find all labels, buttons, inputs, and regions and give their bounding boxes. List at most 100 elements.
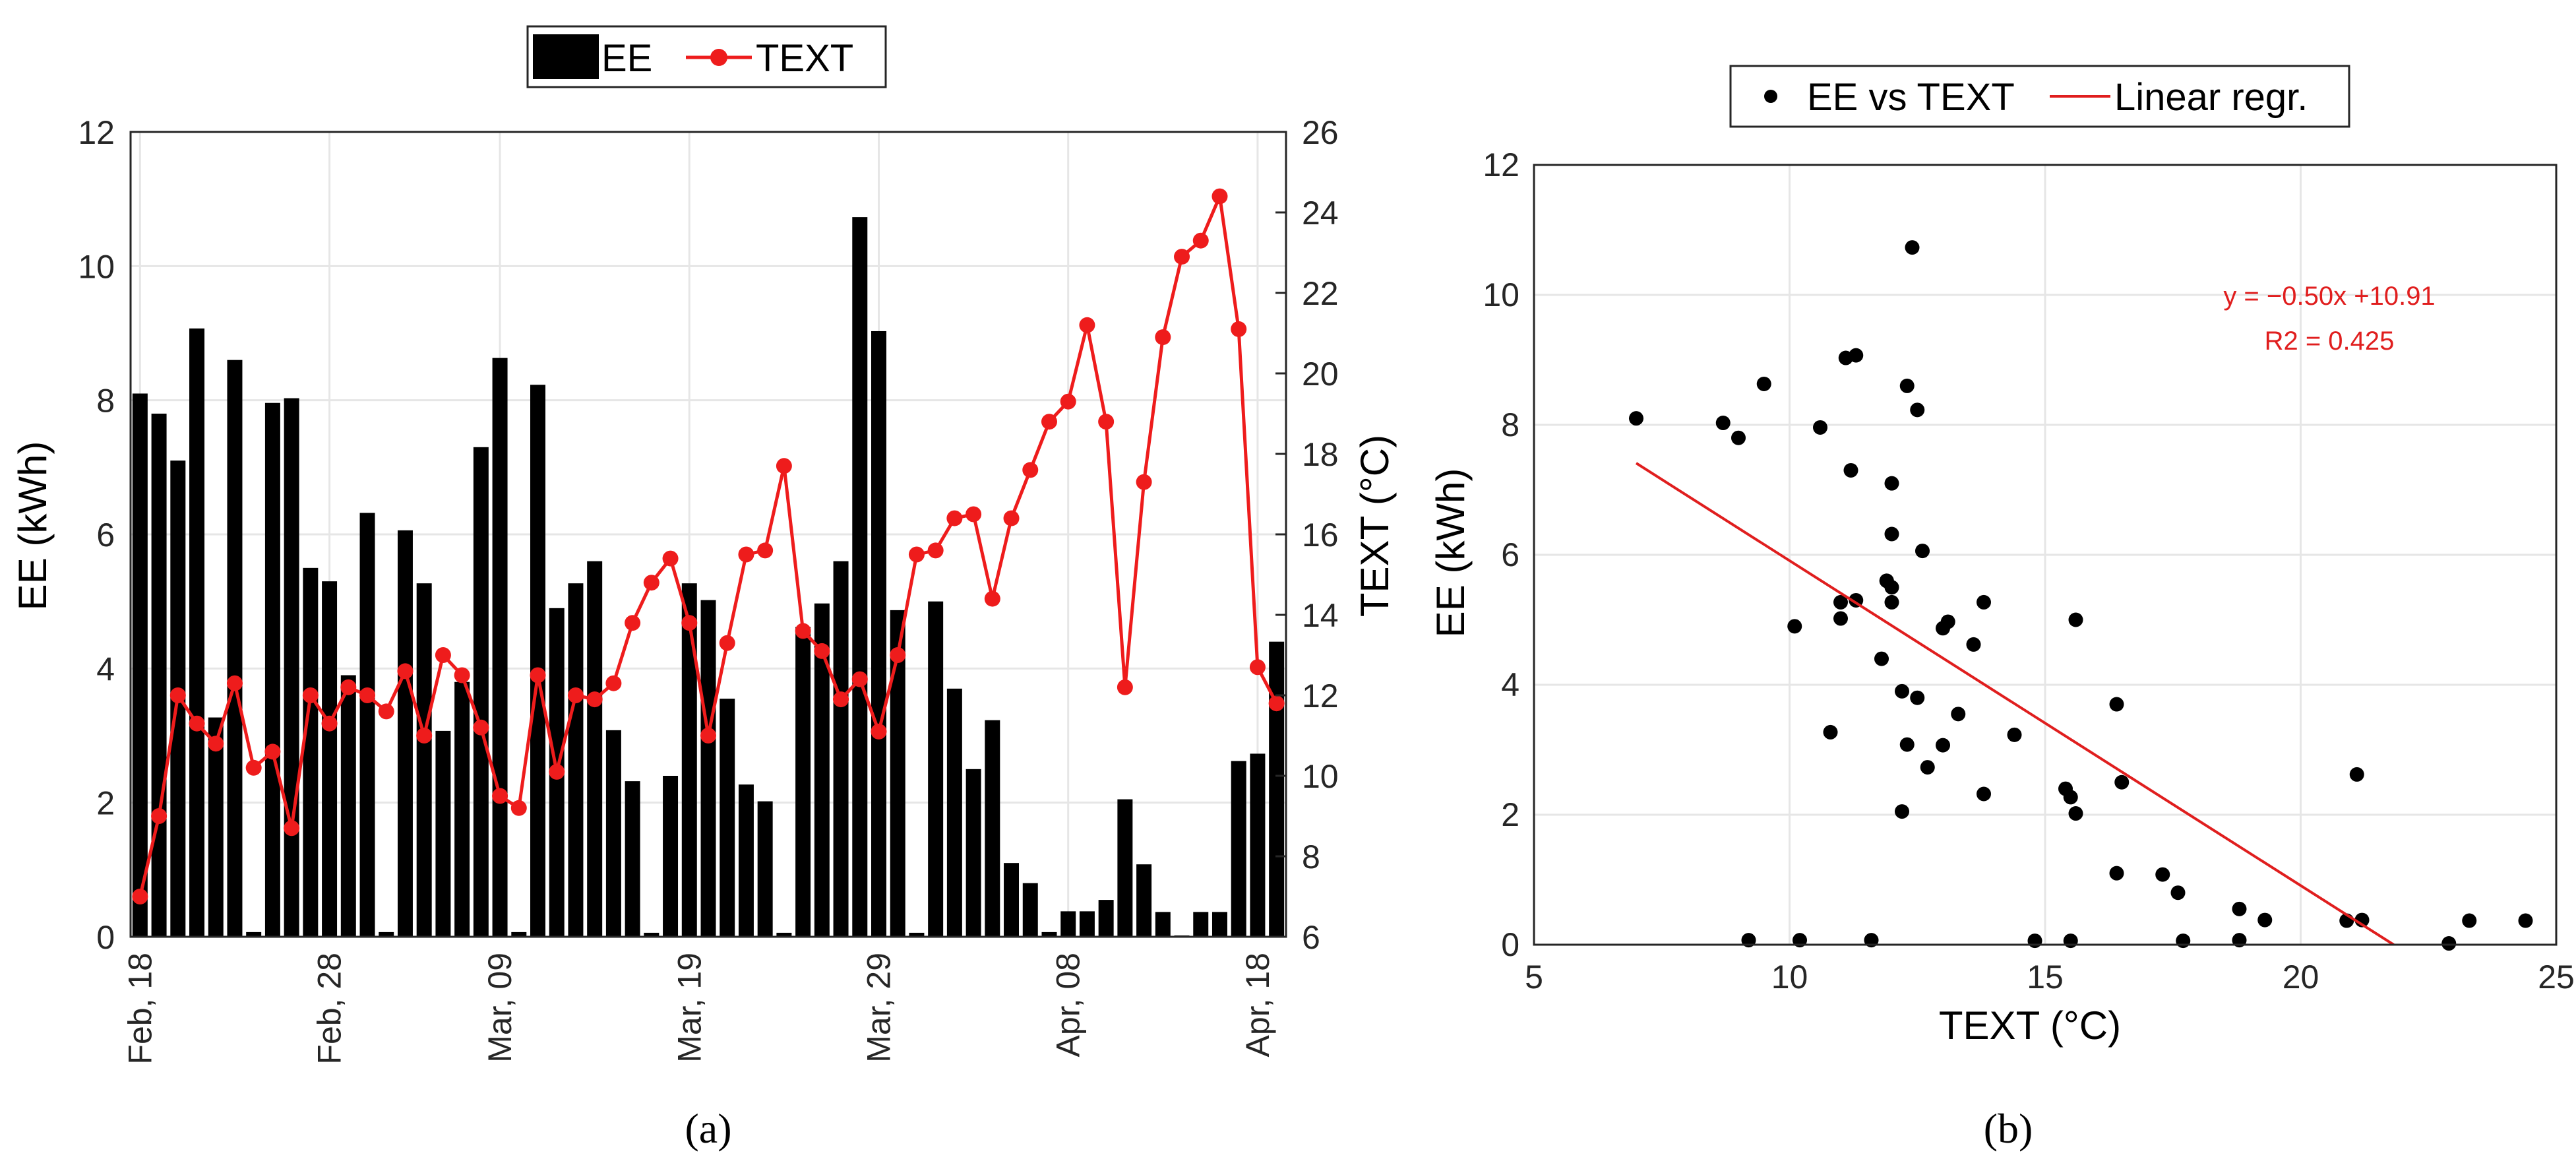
text-point <box>132 889 148 904</box>
text-point <box>719 635 735 651</box>
plot-frame-a <box>129 131 1287 938</box>
scatter-point <box>2068 806 2083 821</box>
y-tick-label: 12 <box>1483 146 1519 183</box>
regression-line <box>1635 462 2395 945</box>
text-point <box>1155 329 1171 346</box>
plot-frame-b <box>1533 164 2558 946</box>
ee-bar <box>379 932 394 937</box>
scatter-point <box>2441 936 2457 951</box>
ee-bar <box>340 675 356 937</box>
text-point <box>833 691 849 708</box>
scatter-point <box>1731 430 1746 445</box>
text-point <box>1003 510 1020 526</box>
scatter-point <box>1895 683 1909 699</box>
x-tick-label: 15 <box>2027 959 2064 995</box>
text-point <box>946 510 963 526</box>
scatter-point <box>2176 933 2191 949</box>
text-point <box>435 647 451 663</box>
scatter-point <box>1977 594 1991 610</box>
scatter-point <box>2518 913 2533 928</box>
ee-bar <box>416 583 432 937</box>
scatter-point <box>1756 376 1771 391</box>
x-tick-label: Mar, 19 <box>671 953 708 1063</box>
text-point <box>1022 462 1039 478</box>
chart-a-y2label: TEXT (°C) <box>1353 435 1397 617</box>
text-point <box>416 728 433 743</box>
chart-b-ylabel: EE (kWh) <box>1428 468 1473 638</box>
scatter-point <box>1884 526 1899 542</box>
scatter-point <box>1874 651 1889 666</box>
scatter-point <box>2349 767 2364 782</box>
ee-bar <box>985 720 1000 937</box>
text-point <box>321 715 338 732</box>
ee-bar <box>1155 912 1171 937</box>
ee-bar <box>890 610 905 937</box>
ee-bar <box>227 360 243 937</box>
text-point <box>662 550 679 567</box>
y2-tick-label: 12 <box>1302 678 1339 714</box>
panel-label-a: (a) <box>685 1105 731 1152</box>
text-point <box>795 623 811 639</box>
y2-tick-label: 16 <box>1302 517 1339 553</box>
ee-bar <box>1041 932 1057 937</box>
text-point <box>189 715 205 732</box>
y2-tick-label: 18 <box>1302 436 1339 473</box>
legend-marker-scatter <box>1764 90 1777 103</box>
ee-bar <box>264 402 280 937</box>
scatter-point <box>1936 621 1950 636</box>
text-point <box>776 458 792 474</box>
y-tick-label: 10 <box>1483 276 1519 313</box>
ee-bar <box>1079 911 1095 937</box>
text-point <box>549 763 565 780</box>
scatter-point <box>2007 727 2022 742</box>
scatter-point <box>1905 240 1920 255</box>
text-point <box>378 703 394 720</box>
ee-bar <box>1250 753 1266 937</box>
x-tick-label: Feb, 28 <box>311 953 348 1065</box>
text-point <box>625 615 641 631</box>
y-tick-label: 8 <box>1501 406 1519 443</box>
ee-bar <box>435 730 451 937</box>
scatter-point <box>2257 912 2273 928</box>
y-tick-label: 2 <box>96 785 115 822</box>
scatter-point <box>2170 885 2186 900</box>
text-point <box>757 542 774 559</box>
legend-marker-text <box>710 49 727 66</box>
chart-b-xlabel: TEXT (°C) <box>1939 1003 2121 1048</box>
text-point <box>340 679 357 695</box>
ee-bar <box>833 561 849 937</box>
y2-tick-label: 26 <box>1302 114 1339 151</box>
chart-b-grid <box>1533 164 2558 946</box>
text-point <box>492 788 508 804</box>
y-tick-label: 6 <box>96 517 115 553</box>
scatter-point <box>1884 476 1899 491</box>
ee-bar <box>322 581 338 937</box>
ee-bar <box>946 688 962 937</box>
text-point <box>586 691 603 708</box>
y-tick-label: 0 <box>96 919 115 956</box>
scatter-point <box>1910 690 1925 705</box>
ee-bar <box>587 561 603 937</box>
scatter-point <box>1833 611 1848 626</box>
scatter-point <box>1910 402 1925 418</box>
chart-b-legend: EE vs TEXT Linear regr. <box>1729 65 2350 128</box>
ee-bar <box>757 801 773 937</box>
y-tick-label: 6 <box>1501 536 1519 573</box>
ee-bar <box>1269 641 1285 937</box>
ee-bars <box>132 217 1285 937</box>
ee-bar <box>530 385 545 937</box>
ee-bar <box>359 513 375 937</box>
ee-bar <box>1211 912 1227 937</box>
ee-bar <box>397 530 413 937</box>
ee-bar <box>568 583 584 937</box>
text-point <box>302 687 319 703</box>
text-point <box>1174 249 1190 265</box>
y2-tick-label: 8 <box>1302 838 1320 875</box>
ee-bar <box>909 932 925 937</box>
text-point <box>359 687 376 703</box>
text-point <box>1268 695 1285 712</box>
x-tick-label: Apr, 18 <box>1239 953 1276 1057</box>
regression-line-path <box>1635 462 2395 945</box>
scatter-point <box>1951 707 1966 722</box>
